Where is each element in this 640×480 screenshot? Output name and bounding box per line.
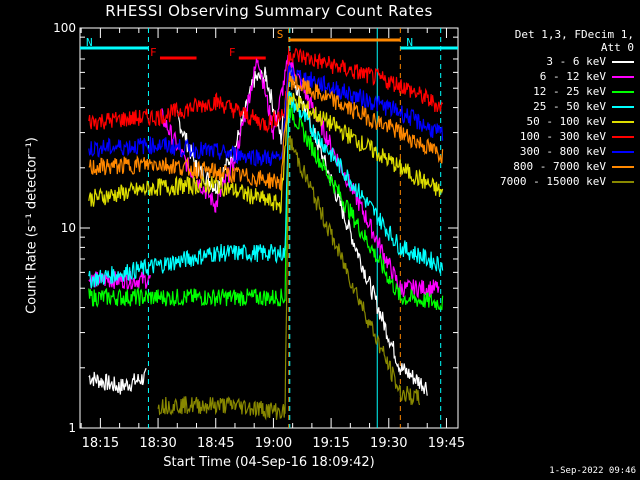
x-tick-label: 18:15: [82, 436, 119, 451]
legend-label: 25 - 50 keV: [533, 100, 606, 113]
legend-swatch: [612, 120, 634, 123]
series-line: [88, 103, 444, 311]
legend-label: 3 - 6 keV: [546, 55, 606, 68]
legend-swatch: [612, 150, 634, 153]
legend-entry: 12 - 25 keV: [462, 84, 638, 99]
series-line: [157, 135, 421, 421]
flag-label: F: [229, 46, 236, 59]
x-tick-label: 19:45: [428, 436, 465, 451]
y-axis-label: Count Rate (s⁻¹ detector⁻¹): [24, 137, 40, 314]
flag-label: F: [150, 46, 157, 59]
generation-timestamp: 1-Sep-2022 09:46: [549, 466, 636, 476]
y-tick-label: 1: [68, 421, 76, 435]
x-tick-label: 19:15: [312, 436, 349, 451]
x-tick-label: 19:00: [255, 436, 292, 451]
legend-label: 7000 - 15000 keV: [500, 175, 606, 188]
legend-entry: 25 - 50 keV: [462, 99, 638, 114]
legend-swatch: [612, 105, 634, 108]
legend-label: 12 - 25 keV: [533, 85, 606, 98]
legend-label: 100 - 300 keV: [519, 130, 606, 143]
legend-entry: 300 - 800 keV: [462, 144, 638, 159]
legend-swatch: [612, 165, 634, 168]
legend-header-line-1: Det 1,3, FDecim 1,: [514, 28, 634, 41]
legend-swatch: [612, 135, 634, 138]
flag-label: N: [406, 36, 413, 49]
legend-label: 50 - 100 keV: [526, 115, 606, 128]
legend-label: 800 - 7000 keV: [513, 160, 606, 173]
legend-header-line-2: Att 0: [600, 41, 634, 54]
series-line: [88, 91, 444, 289]
legend-label: 300 - 800 keV: [519, 145, 606, 158]
series-line: [88, 92, 444, 214]
legend-swatch: [612, 90, 634, 93]
legend-entry: 800 - 7000 keV: [462, 159, 638, 174]
legend-entry: 7000 - 15000 keV: [462, 174, 638, 189]
flag-label: S: [277, 28, 284, 41]
series-line: [88, 47, 444, 134]
legend-label: 6 - 12 keV: [539, 70, 606, 83]
legend-swatch: [612, 180, 634, 183]
x-tick-label: 18:45: [197, 436, 234, 451]
legend: Det 1,3, FDecim 1, Att 0 3 - 6 keV 6 - 12…: [462, 28, 638, 189]
legend-swatch: [612, 75, 634, 78]
legend-entry: 100 - 300 keV: [462, 129, 638, 144]
legend-entry: 6 - 12 keV: [462, 69, 638, 84]
legend-swatch: [612, 60, 634, 63]
x-tick-label: 18:30: [139, 436, 176, 451]
legend-entry: 3 - 6 keV: [462, 54, 638, 69]
y-tick-label: 10: [61, 221, 76, 235]
x-tick-label: 19:30: [370, 436, 407, 451]
series-line: [88, 72, 444, 192]
flag-label: N: [86, 36, 93, 49]
x-axis-label: Start Time (04-Sep-16 18:09:42): [163, 455, 375, 470]
series-line: [88, 64, 444, 167]
legend-entry: 50 - 100 keV: [462, 114, 638, 129]
y-tick-label: 100: [53, 21, 76, 35]
chart-title: RHESSI Observing Summary Count Rates: [105, 2, 433, 20]
